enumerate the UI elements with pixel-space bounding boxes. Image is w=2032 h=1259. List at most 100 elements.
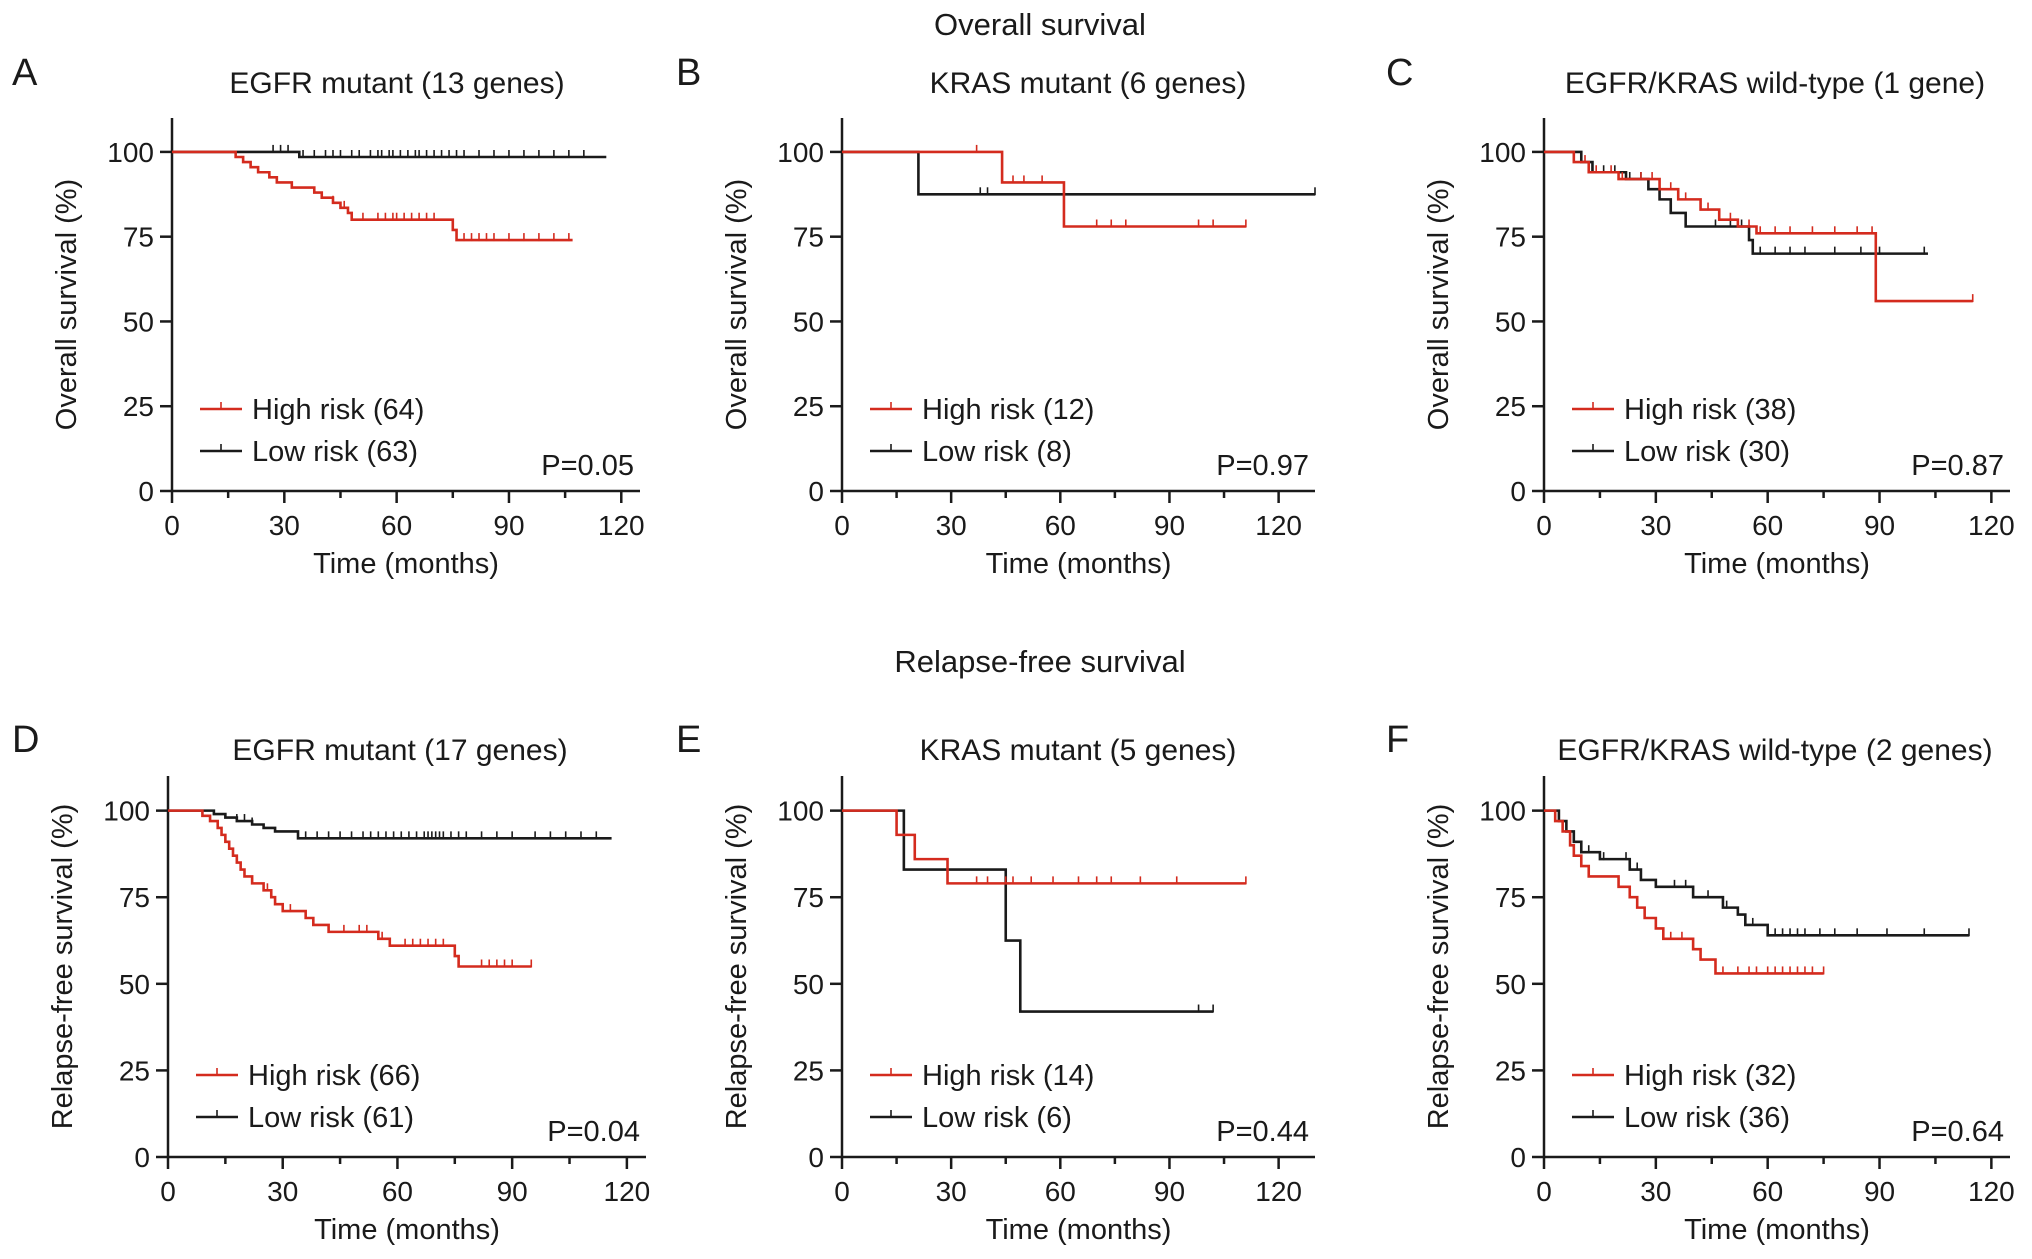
x-tick-label: 120 — [1255, 1176, 1302, 1207]
high-risk-curve — [168, 809, 532, 968]
p-value: P=0.05 — [541, 450, 634, 482]
y-tick-label: 25 — [1495, 391, 1526, 422]
high-risk-curve — [842, 150, 1246, 228]
y-tick-label: 50 — [1495, 969, 1526, 1000]
panel-title: EGFR mutant (17 genes) — [232, 734, 567, 767]
panel-e: E KRAS mutant (5 genes) 0 25 50 75 100 0 30 60 90 1… — [676, 719, 1315, 1246]
y-tick-label: 50 — [123, 306, 154, 337]
p-value: P=0.04 — [547, 1116, 640, 1148]
y-axis-label: Overall survival (%) — [51, 179, 83, 430]
low-risk-legend-label: Low risk (8) — [922, 436, 1072, 468]
panel-letter: A — [12, 52, 38, 94]
x-tick-label: 30 — [936, 1176, 967, 1207]
low-risk-legend-label: Low risk (36) — [1624, 1102, 1790, 1134]
high-risk-legend-label: High risk (32) — [1624, 1060, 1796, 1092]
panel-letter: E — [676, 719, 701, 761]
y-tick-label: 75 — [1495, 222, 1526, 253]
y-tick-label: 25 — [119, 1055, 150, 1086]
y-tick-label: 0 — [1510, 476, 1526, 507]
y-tick-label: 0 — [1510, 1142, 1526, 1173]
low-risk-legend-label: Low risk (30) — [1624, 436, 1790, 468]
x-tick-label: 60 — [1752, 1176, 1783, 1207]
y-tick-label: 100 — [1479, 796, 1526, 827]
section-title-relapse: Relapse-free survival — [894, 644, 1185, 679]
x-tick-label: 30 — [936, 510, 967, 541]
panel-c: C EGFR/KRAS wild-type (1 gene) 0 25 50 75 100 0… — [1386, 52, 2015, 580]
panel-letter: B — [676, 52, 701, 94]
x-axis-label: Time (months) — [1684, 1214, 1870, 1246]
x-axis-label: Time (months) — [986, 1214, 1172, 1246]
x-tick-label: 0 — [834, 510, 850, 541]
panel-title: EGFR mutant (13 genes) — [229, 67, 564, 100]
x-tick-label: 120 — [598, 510, 645, 541]
y-tick-label: 50 — [1495, 306, 1526, 337]
x-tick-label: 90 — [1864, 1176, 1895, 1207]
low-risk-legend-label: Low risk (63) — [252, 436, 418, 468]
panel-b: B KRAS mutant (6 genes) 0 25 50 75 100 0 30 60 90 1… — [676, 52, 1316, 580]
y-tick-label: 0 — [808, 476, 824, 507]
high-risk-curve — [172, 150, 573, 242]
y-tick-label: 25 — [793, 1055, 824, 1086]
y-axis-label: Relapse-free survival (%) — [47, 804, 79, 1130]
x-tick-label: 0 — [834, 1176, 850, 1207]
panel-d: D EGFR mutant (17 genes) 0 25 50 75 100 0 30 60 90… — [12, 719, 650, 1246]
high-risk-curve — [1544, 809, 1824, 975]
x-tick-label: 120 — [1255, 510, 1302, 541]
y-tick-label: 100 — [777, 796, 824, 827]
y-tick-label: 0 — [138, 476, 154, 507]
low-risk-curve — [842, 150, 1315, 196]
y-tick-label: 75 — [793, 222, 824, 253]
y-tick-label: 75 — [123, 222, 154, 253]
x-tick-label: 60 — [1045, 510, 1076, 541]
y-tick-label: 50 — [793, 306, 824, 337]
y-tick-label: 100 — [1479, 137, 1526, 168]
x-tick-label: 0 — [164, 510, 180, 541]
x-tick-label: 90 — [497, 1176, 528, 1207]
x-tick-label: 30 — [269, 510, 300, 541]
y-tick-label: 25 — [123, 391, 154, 422]
y-tick-label: 25 — [1495, 1055, 1526, 1086]
x-axis-label: Time (months) — [986, 548, 1172, 580]
x-tick-label: 30 — [267, 1176, 298, 1207]
panel-letter: C — [1386, 52, 1413, 94]
x-tick-label: 0 — [160, 1176, 176, 1207]
y-axis-label: Relapse-free survival (%) — [721, 804, 753, 1130]
x-tick-label: 60 — [382, 1176, 413, 1207]
x-tick-label: 120 — [604, 1176, 651, 1207]
high-risk-legend-label: High risk (38) — [1624, 394, 1796, 426]
x-tick-label: 30 — [1640, 510, 1671, 541]
x-tick-label: 90 — [1154, 1176, 1185, 1207]
y-axis-label: Overall survival (%) — [1423, 179, 1455, 430]
x-axis-label: Time (months) — [314, 1214, 500, 1246]
y-tick-label: 50 — [119, 969, 150, 1000]
x-tick-label: 60 — [1045, 1176, 1076, 1207]
high-risk-legend-label: High risk (66) — [248, 1060, 420, 1092]
y-axis-label: Overall survival (%) — [721, 179, 753, 430]
high-risk-legend-label: High risk (14) — [922, 1060, 1094, 1092]
x-axis-label: Time (months) — [1684, 548, 1870, 580]
p-value: P=0.64 — [1911, 1116, 2004, 1148]
panel-title: EGFR/KRAS wild-type (1 gene) — [1565, 67, 1985, 100]
y-tick-label: 25 — [793, 391, 824, 422]
panel-a: A EGFR mutant (13 genes) 0 25 50 75 100 0 30 60 90… — [12, 52, 645, 580]
low-risk-curve — [1544, 150, 1928, 255]
x-tick-label: 90 — [493, 510, 524, 541]
panel-title: EGFR/KRAS wild-type (2 genes) — [1557, 734, 1992, 767]
low-risk-curve — [1544, 809, 1969, 937]
p-value: P=0.44 — [1216, 1116, 1309, 1148]
p-value: P=0.87 — [1911, 450, 2004, 482]
y-tick-label: 0 — [808, 1142, 824, 1173]
low-risk-curve — [168, 809, 612, 840]
panel-letter: D — [12, 719, 39, 761]
low-risk-legend-label: Low risk (61) — [248, 1102, 414, 1134]
x-tick-label: 90 — [1154, 510, 1185, 541]
x-tick-label: 120 — [1968, 1176, 2015, 1207]
y-tick-label: 75 — [793, 882, 824, 913]
high-risk-curve — [1544, 150, 1973, 303]
y-tick-label: 75 — [119, 882, 150, 913]
x-tick-label: 60 — [381, 510, 412, 541]
y-tick-label: 75 — [1495, 882, 1526, 913]
section-title-overall: Overall survival — [934, 7, 1146, 42]
y-axis-label: Relapse-free survival (%) — [1423, 804, 1455, 1130]
